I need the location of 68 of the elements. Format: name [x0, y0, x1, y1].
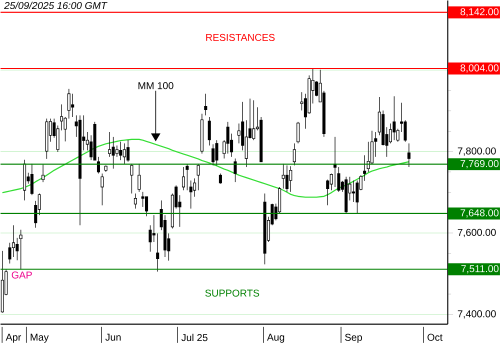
- candlestick: [12, 224, 15, 258]
- annotation: SUPPORTS: [205, 290, 260, 297]
- candlestick: [71, 93, 74, 118]
- candlestick: [226, 121, 230, 154]
- y-tick-label: 7,800.00: [458, 147, 496, 156]
- candlestick: [212, 144, 215, 166]
- candlestick: [388, 123, 392, 144]
- candlestick: [237, 123, 240, 144]
- y-tick-label: 7,600.00: [458, 228, 496, 238]
- x-tick-label: Sep: [345, 334, 362, 343]
- candlestick: [119, 141, 122, 160]
- candlestick: [196, 163, 200, 190]
- candlestick: [234, 158, 237, 182]
- candlestick: [134, 193, 137, 209]
- candlestick: [130, 163, 134, 194]
- candlestick: [186, 164, 189, 190]
- candlestick: [289, 166, 292, 192]
- candlestick: [356, 180, 359, 214]
- candlestick: [215, 140, 218, 166]
- annotation: MM 100: [138, 82, 174, 90]
- candlestick: [352, 180, 356, 202]
- candlestick: [19, 229, 22, 270]
- candlestick: [296, 121, 300, 144]
- candlestick: [407, 143, 410, 168]
- annotation: 25/09/2025 16:00 GMT: [4, 2, 108, 9]
- candlestick: [138, 163, 141, 192]
- candlestick: [42, 164, 45, 182]
- candlestick: [285, 164, 288, 192]
- candlestick: [67, 88, 70, 119]
- candlestick: [126, 140, 130, 162]
- x-tick-label: Oct: [428, 334, 443, 341]
- candlestick: [100, 173, 104, 206]
- candlestick: [141, 191, 144, 208]
- candlestick: [156, 232, 160, 272]
- candlestick: [108, 132, 112, 158]
- candlestick: [115, 145, 118, 158]
- candlestick: [122, 143, 126, 164]
- candlestick: [374, 132, 378, 158]
- x-tick-label: Apr: [6, 334, 22, 343]
- candlestick: [282, 163, 285, 189]
- ref-line-label: 7,769.00: [460, 160, 499, 168]
- annotation: RESISTANCES: [206, 34, 275, 41]
- x-tick-label: Aug: [267, 334, 284, 343]
- candlestick: [208, 116, 211, 146]
- candlestick: [112, 136, 115, 169]
- x-tick-label: May: [30, 334, 49, 343]
- candlestick: [363, 154, 366, 182]
- candlestick: [193, 178, 196, 198]
- candlestick: [152, 214, 156, 242]
- ref-line-label: 7,648.00: [460, 209, 499, 218]
- candlestick: [182, 166, 186, 190]
- candlestick: [189, 180, 192, 209]
- candlestick: [334, 136, 337, 188]
- ref-line-label: 8,142.00: [460, 8, 499, 16]
- ref-line-label: 8,004.00: [460, 64, 499, 73]
- x-tick-label: Jul 25: [181, 334, 208, 342]
- candlestick: [145, 196, 148, 217]
- annotation: GAP: [12, 271, 32, 278]
- candlestick: [252, 100, 256, 140]
- candlestick: [292, 143, 296, 166]
- candlestick: [204, 93, 208, 116]
- candlestick: [392, 96, 396, 140]
- candlestick: [30, 163, 34, 196]
- candlestick: [218, 173, 222, 184]
- candlestick: [148, 224, 152, 252]
- y-tick-label: 7,400.00: [458, 310, 496, 318]
- ref-line-label: 7,511.00: [461, 265, 499, 274]
- x-tick-label: Jun: [105, 334, 121, 341]
